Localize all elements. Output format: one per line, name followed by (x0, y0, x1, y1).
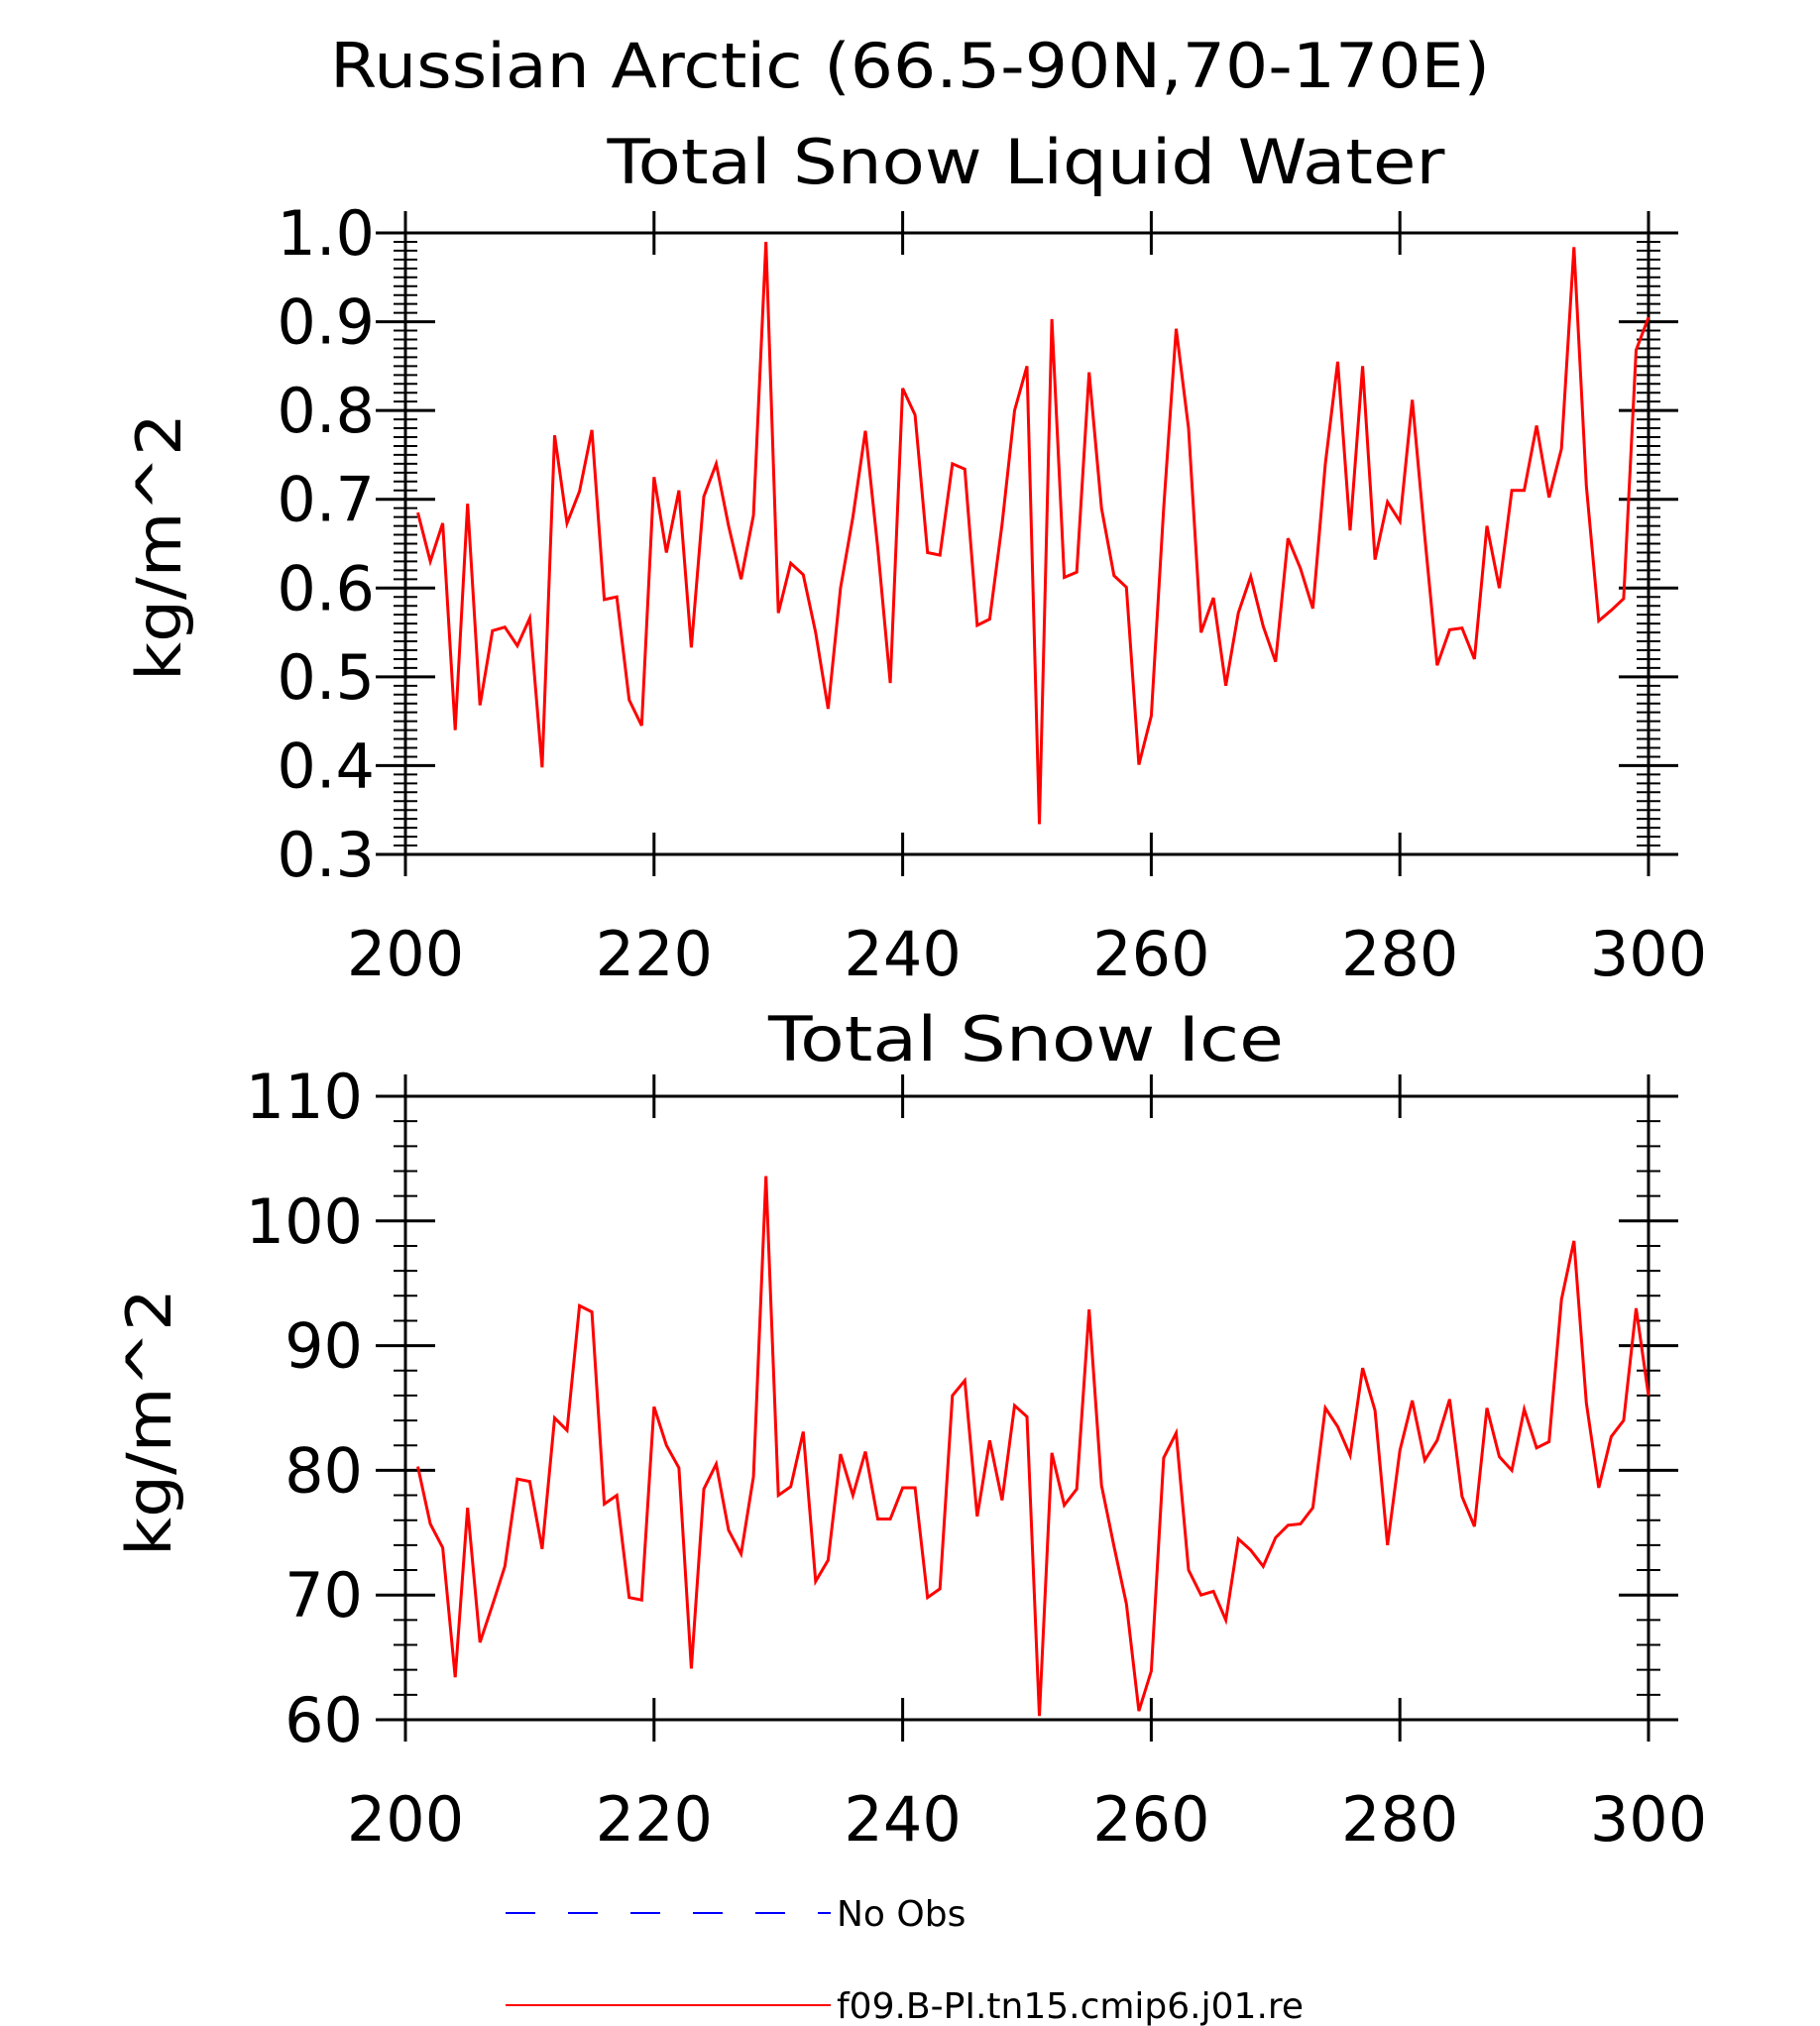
y-axis-label-snow-ice: kg/m^2 (113, 1289, 185, 1556)
plot-frame-1 (403, 1094, 1650, 1722)
x-tick-label: 300 (1590, 918, 1707, 990)
y-tick-label: 70 (284, 1559, 363, 1632)
y-tick-label: 0.7 (277, 464, 375, 536)
x-tick-label: 220 (596, 1783, 713, 1856)
plot-frame-0 (403, 231, 1650, 856)
y-tick-label: 0.5 (277, 641, 375, 714)
figure-title: Russian Arctic (66.5-90N,70-170E) (330, 30, 1490, 102)
legend-label-no-obs: No Obs (837, 1894, 966, 1935)
panel-title-snow-liquid-water: Total Snow Liquid Water (606, 126, 1445, 198)
series-line-1-0 (416, 1176, 1650, 1717)
x-tick-label: 220 (596, 918, 713, 990)
y-tick-label: 0.6 (277, 552, 375, 624)
panel-snow-ice: Total Snow Ice kg/m^2 200 220 240 260 280 300… (113, 1003, 1707, 1856)
x-tick-label: 200 (347, 918, 464, 990)
x-tick-label: 240 (844, 918, 961, 990)
x-tick-label: 240 (844, 1783, 961, 1856)
panel-snow-liquid-water: Total Snow Liquid Water kg/m^2 200 220 240… (123, 126, 1707, 990)
x-tick-label: 200 (347, 1783, 464, 1856)
y-tick-label: 110 (246, 1061, 363, 1133)
y-tick-label: 1.0 (277, 197, 375, 270)
y-tick-label: 0.9 (277, 286, 375, 359)
y-tick-label: 100 (246, 1185, 363, 1258)
y-tick-label: 80 (284, 1434, 363, 1507)
y-tick-label: 90 (284, 1310, 363, 1383)
x-tick-label: 260 (1092, 918, 1209, 990)
panel-title-snow-ice: Total Snow Ice (767, 1003, 1284, 1075)
x-tick-label: 300 (1590, 1783, 1707, 1856)
y-axis-label-snow-liquid-water: kg/m^2 (123, 413, 195, 681)
y-tick-label: 0.3 (277, 819, 375, 891)
y-tick-label: 60 (284, 1684, 363, 1756)
y-tick-label: 0.8 (277, 375, 375, 447)
x-tick-label: 280 (1341, 1783, 1458, 1856)
legend-label-model-run: f09.B-PI.tn15.cmip6.j01.re (837, 1986, 1304, 2026)
x-tick-label: 260 (1092, 1783, 1209, 1856)
x-tick-label: 280 (1341, 918, 1458, 990)
legend: No Obs f09.B-PI.tn15.cmip6.j01.re (506, 1894, 1304, 2026)
series-line-0-0 (416, 241, 1650, 825)
y-tick-label: 0.4 (277, 730, 375, 802)
